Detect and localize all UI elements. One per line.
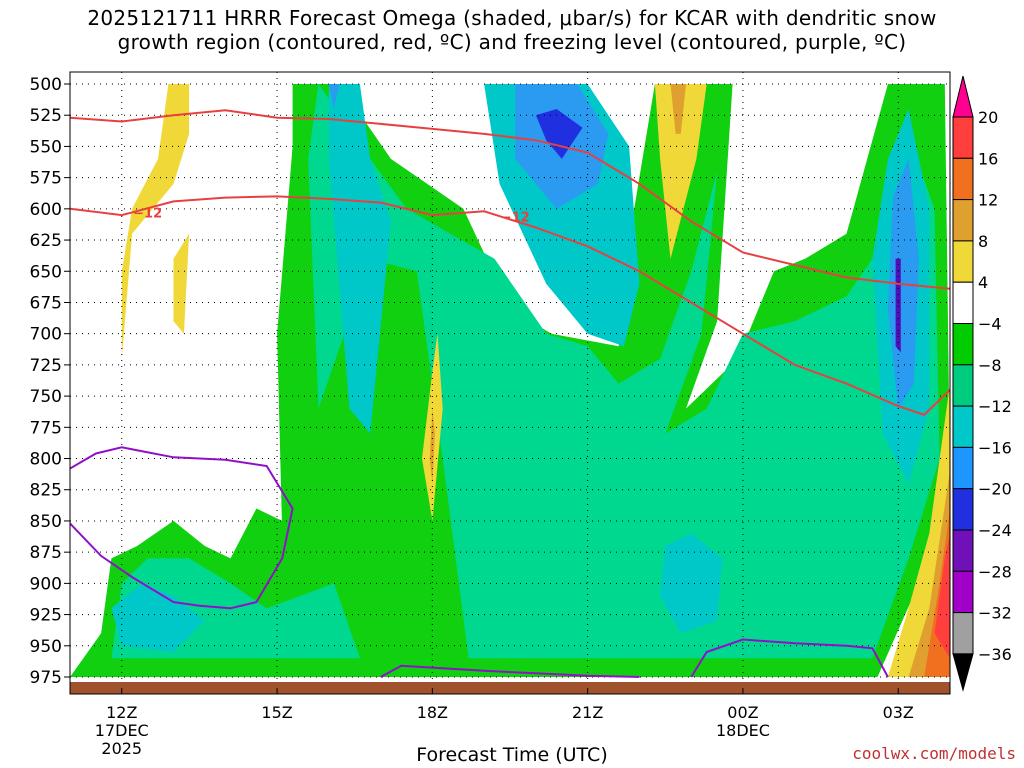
y-tick-label-675: 675 — [30, 293, 62, 313]
omega-region-15 — [654, 84, 707, 259]
omega-region-18 — [429, 408, 435, 484]
x-tick-date-12: 17DEC — [95, 721, 149, 740]
x-tick-label-24: 00Z — [727, 703, 758, 722]
y-tick-label-875: 875 — [30, 543, 62, 563]
x-tick-year-12: 2025 — [101, 739, 142, 758]
x-tick-label-18: 18Z — [417, 703, 448, 722]
y-tick-label-575: 575 — [30, 169, 62, 189]
colorbar-label-1: 16 — [978, 149, 998, 168]
x-tick-label-21: 21Z — [572, 703, 603, 722]
y-tick-label-650: 650 — [30, 262, 62, 282]
chart-title: 2025121711 HRRR Forecast Omega (shaded, … — [0, 6, 1024, 54]
colorbar-label-10: −24 — [978, 521, 1012, 540]
colorbar-segment-11 — [952, 529, 974, 572]
plot-frame — [69, 71, 951, 695]
colorbar-segment-6 — [952, 323, 974, 366]
omega-region-9 — [328, 84, 340, 109]
y-tick-label-700: 700 — [30, 325, 62, 345]
colorbar-label-8: −16 — [978, 438, 1012, 457]
y-tick-label-800: 800 — [30, 450, 62, 470]
colorbar: 20 16 12 8 4 −4 −8 −12 −16 −20 −24 −28 −32 −36 — [952, 75, 1012, 692]
contours: −12 −12 — [70, 109, 950, 678]
colorbar-segment-2 — [952, 157, 974, 201]
colorbar-label-4: 4 — [978, 273, 988, 292]
pressure-axis: 500 525 550 575 600 625 650 675 700 725 750 775 800 8… — [30, 75, 70, 688]
y-tick-label-750: 750 — [30, 387, 62, 407]
x-tick-date-24: 18DEC — [716, 721, 770, 740]
y-tick-label-950: 950 — [30, 637, 62, 657]
colorbar-label-3: 8 — [978, 232, 988, 251]
colorbar-segment-4 — [952, 240, 974, 283]
dgz-minus12-contour — [70, 195, 950, 416]
y-tick-label-725: 725 — [30, 356, 62, 376]
colorbar-top-arrow — [952, 75, 974, 118]
omega-region-17 — [670, 84, 686, 134]
omega-region-12 — [121, 84, 190, 359]
colorbar-segment-8 — [952, 405, 974, 448]
dgz-contour-label-0: −12 — [133, 207, 162, 222]
omega-region-1 — [111, 84, 940, 659]
omega-region-10 — [535, 109, 583, 159]
x-tick-label-15: 15Z — [261, 703, 292, 722]
y-tick-label-625: 625 — [30, 231, 62, 251]
colorbar-segment-9 — [952, 446, 974, 490]
colorbar-segment-3 — [952, 199, 974, 242]
colorbar-label-2: 12 — [978, 191, 998, 210]
colorbar-label-11: −28 — [978, 562, 1012, 581]
colorbar-label-0: 20 — [978, 108, 998, 127]
colorbar-label-6: −8 — [978, 356, 1002, 375]
omega-region-21 — [934, 533, 950, 659]
dgz-upper-contour — [70, 109, 950, 290]
chart-title-line-2: growth region (contoured, red, ºC) and f… — [117, 30, 907, 54]
freezing-level-contour-3 — [690, 638, 889, 678]
y-tick-label-975: 975 — [30, 668, 62, 688]
colorbar-segment-1 — [952, 116, 974, 159]
terrain-surface — [70, 682, 950, 694]
y-tick-label-900: 900 — [30, 574, 62, 594]
x-tick-label-12: 12Z — [106, 703, 137, 722]
freezing-level-contour — [70, 446, 294, 610]
colorbar-segment-5 — [952, 281, 974, 325]
omega-region-11 — [895, 258, 901, 353]
grid — [70, 72, 950, 687]
y-tick-label-600: 600 — [30, 200, 62, 220]
y-tick-label-925: 925 — [30, 606, 62, 626]
freezing-level-contour-2 — [380, 664, 640, 678]
colorbar-segment-10 — [952, 488, 974, 531]
y-tick-label-850: 850 — [30, 512, 62, 532]
x-axis-title: Forecast Time (UTC) — [416, 744, 608, 766]
dgz-contour-label-1: −12 — [501, 210, 530, 225]
y-tick-label-550: 550 — [30, 137, 62, 157]
omega-region-2 — [328, 84, 391, 434]
colorbar-segment-12 — [952, 570, 974, 614]
y-tick-label-525: 525 — [30, 106, 62, 126]
colorbar-label-7: −12 — [978, 397, 1012, 416]
omega-shading — [70, 84, 950, 677]
colorbar-label-5: −4 — [978, 315, 1002, 334]
colorbar-segment-13 — [952, 612, 974, 655]
omega-region-13 — [173, 233, 190, 334]
colorbar-bottom-arrow — [952, 653, 974, 692]
x-tick-label-27: 03Z — [883, 703, 914, 722]
y-tick-label-500: 500 — [30, 75, 62, 95]
colorbar-segment-7 — [952, 364, 974, 407]
y-tick-label-825: 825 — [30, 481, 62, 501]
site-credit: coolwx.com/models — [852, 744, 1016, 763]
omega-region-6 — [111, 583, 205, 652]
colorbar-label-12: −32 — [978, 604, 1012, 623]
colorbar-label-9: −20 — [978, 480, 1012, 499]
omega-region-5 — [660, 533, 723, 634]
colorbar-label-13: −36 — [978, 645, 1012, 664]
y-tick-label-775: 775 — [30, 418, 62, 438]
chart-title-line-1: 2025121711 HRRR Forecast Omega (shaded, … — [87, 6, 937, 30]
